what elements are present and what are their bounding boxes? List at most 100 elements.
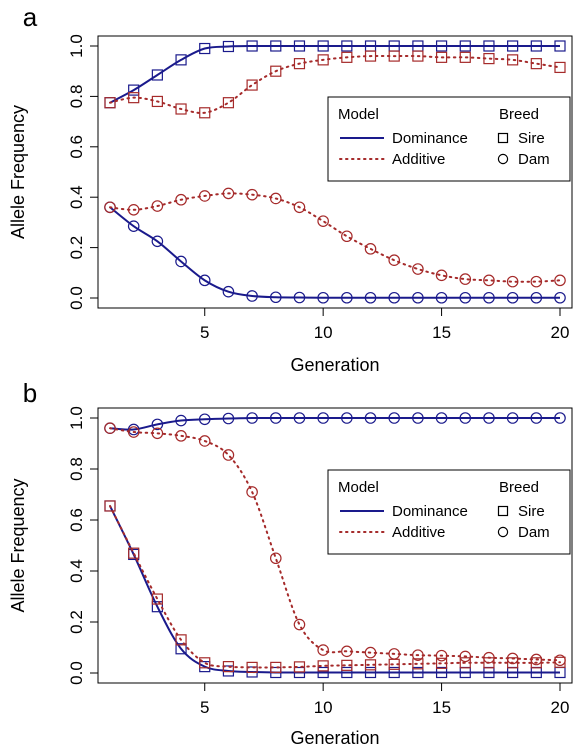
- series-line: [109, 206, 560, 299]
- data-point-square: [246, 79, 258, 91]
- plot-frame: [97, 407, 573, 684]
- data-point-circle: [364, 291, 377, 304]
- y-tick-label: 0.8: [67, 85, 86, 109]
- legend-square-marker: [497, 132, 509, 144]
- data-point-square: [199, 42, 211, 55]
- y-tick-label: 0.2: [67, 236, 86, 260]
- data-point-circle: [104, 201, 116, 214]
- y-axis-label: Allele Frequency: [8, 478, 28, 612]
- series-line: [109, 505, 560, 674]
- data-point-circle: [483, 274, 495, 287]
- data-point-circle: [530, 291, 543, 304]
- series-additive-sire: [104, 500, 566, 673]
- data-point-circle: [459, 412, 472, 424]
- series-line: [109, 192, 561, 283]
- data-point-circle: [127, 220, 140, 232]
- data-point-circle: [293, 618, 306, 631]
- data-point-square: [199, 657, 211, 669]
- chart-panel-b: b 5 10 15 20 0.0 0.2 0.4 0.6 0.8 1.0 Generation Alle…: [8, 378, 573, 748]
- data-point-square: [175, 103, 187, 115]
- data-point-circle: [269, 552, 282, 565]
- data-point-square: [554, 61, 566, 74]
- data-point-square: [459, 51, 471, 63]
- legend-breed-label: Dam: [518, 524, 550, 541]
- data-point-circle: [269, 192, 282, 205]
- data-point-square: [317, 54, 329, 66]
- data-point-circle: [104, 422, 116, 434]
- legend-circle-marker: [497, 526, 509, 538]
- data-point-square: [554, 40, 566, 52]
- legend-breed-label: Sire: [518, 130, 545, 147]
- x-tick-label: 5: [200, 323, 209, 342]
- data-point-circle: [293, 201, 306, 214]
- data-point-square: [388, 666, 400, 679]
- data-point-circle: [412, 263, 424, 275]
- legend-square-marker: [497, 505, 509, 517]
- data-point-square: [483, 657, 495, 669]
- data-point-square: [530, 657, 542, 669]
- data-point-circle: [388, 254, 401, 267]
- data-point-square: [222, 661, 235, 673]
- legend-model-label: Dominance: [392, 503, 468, 520]
- data-point-circle: [127, 204, 140, 216]
- data-point-circle: [246, 188, 258, 201]
- data-point-square: [175, 634, 187, 646]
- chart-panel-a: a 5 10 15 20 0.0 0.2 0.4 0.6 0.8 1.0 Generation Alle…: [8, 2, 573, 375]
- data-point-square: [104, 500, 116, 512]
- data-point-square: [459, 40, 471, 52]
- series-line: [109, 504, 561, 669]
- data-point-circle: [175, 255, 187, 268]
- legend-model-title: Model: [338, 479, 379, 496]
- x-tick-label: 10: [314, 323, 333, 342]
- data-point-circle: [341, 291, 353, 304]
- data-point-circle: [530, 412, 543, 424]
- y-tick-label: 0.0: [67, 661, 86, 685]
- data-point-square: [530, 58, 542, 70]
- data-point-circle: [269, 412, 282, 424]
- x-tick-label: 20: [551, 323, 570, 342]
- data-point-square: [435, 666, 448, 679]
- y-tick-label: 1.0: [67, 34, 86, 58]
- x-tick-label: 20: [551, 698, 570, 717]
- series-line: [109, 44, 560, 104]
- legend: Model Breed Dominance Additive Sire Dam: [327, 469, 571, 555]
- data-point-circle: [175, 430, 187, 442]
- data-point-circle: [554, 412, 566, 424]
- data-point-square: [388, 658, 400, 670]
- series-line: [109, 416, 560, 431]
- data-point-square: [412, 666, 424, 679]
- data-point-circle: [506, 412, 519, 424]
- data-point-square: [293, 58, 306, 70]
- data-point-square: [222, 40, 235, 53]
- x-tick-label: 10: [314, 698, 333, 717]
- legend-breed-title: Breed: [499, 479, 539, 496]
- data-point-square: [364, 659, 377, 671]
- y-tick-label: 0.4: [67, 185, 86, 209]
- data-point-circle: [530, 275, 543, 288]
- data-point-square: [483, 40, 495, 52]
- data-point-square: [222, 97, 235, 109]
- data-point-circle: [364, 412, 377, 424]
- data-point-circle: [246, 412, 258, 424]
- data-point-circle: [435, 291, 448, 304]
- data-point-circle: [317, 291, 329, 304]
- series-dominance-dam: [104, 201, 566, 304]
- data-point-square: [507, 54, 519, 66]
- data-point-circle: [364, 646, 377, 659]
- data-point-square: [104, 97, 116, 109]
- y-tick-label: 0.8: [67, 457, 86, 481]
- data-point-circle: [506, 291, 519, 304]
- y-axis-label: Allele Frequency: [8, 105, 28, 239]
- data-point-circle: [198, 274, 211, 287]
- data-point-square: [507, 657, 519, 669]
- legend-model-label: Additive: [392, 151, 445, 168]
- legend-breed-title: Breed: [499, 106, 539, 123]
- data-point-circle: [127, 426, 140, 438]
- data-point-square: [554, 656, 566, 668]
- y-tick-label: 0.6: [67, 508, 86, 532]
- data-point-circle: [222, 412, 235, 425]
- y-tick-label: 0.2: [67, 610, 86, 634]
- data-point-square: [293, 40, 306, 52]
- data-point-circle: [151, 418, 164, 431]
- data-point-circle: [435, 269, 448, 282]
